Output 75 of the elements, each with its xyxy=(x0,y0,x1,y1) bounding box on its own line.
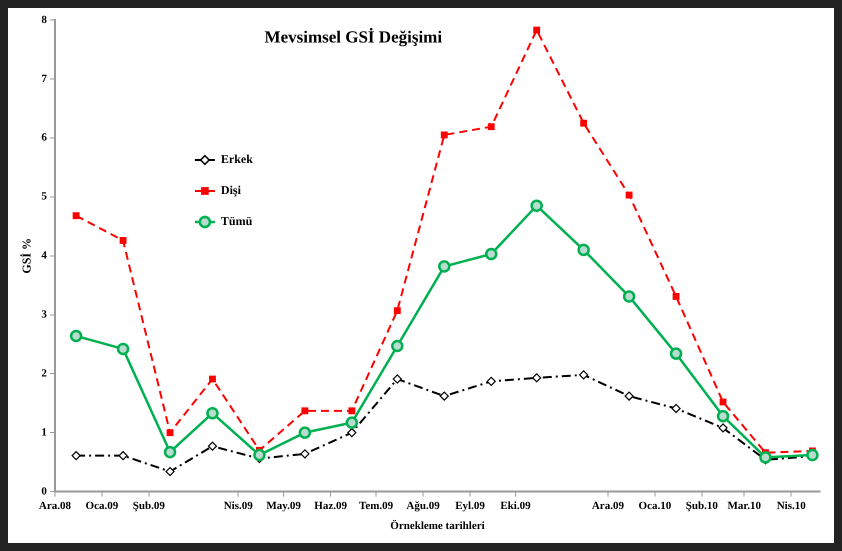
point xyxy=(72,212,80,220)
point xyxy=(438,260,451,273)
legend-label: Tümü xyxy=(220,214,253,228)
point xyxy=(672,293,680,300)
point xyxy=(70,330,82,342)
point xyxy=(300,449,310,458)
point xyxy=(391,340,404,352)
legend-label: Erkek xyxy=(220,152,254,166)
x-tick-label: Şub.10 xyxy=(686,500,718,512)
point xyxy=(346,416,358,429)
x-tick-label: May.09 xyxy=(266,500,302,512)
point xyxy=(118,451,128,460)
point xyxy=(484,248,498,260)
y-tick-label: 0 xyxy=(41,485,48,498)
x-tick-label: Tem.09 xyxy=(359,500,394,512)
x-tick-label: Oca.10 xyxy=(638,500,672,512)
point xyxy=(530,199,543,212)
point xyxy=(165,466,175,476)
point xyxy=(626,192,633,199)
point xyxy=(577,244,590,256)
point xyxy=(253,448,266,462)
x-tick-label: Ağu.09 xyxy=(406,500,440,512)
y-tick-label: 8 xyxy=(41,14,48,26)
point xyxy=(671,404,681,414)
point xyxy=(116,342,130,356)
x-tick-label: Haz.09 xyxy=(314,500,348,512)
chart-title: Mevsimsel GSİ Değişimi xyxy=(264,27,442,46)
point xyxy=(806,448,819,462)
y-tick-label: 5 xyxy=(41,190,48,203)
point xyxy=(164,446,176,458)
y-tick-label: 4 xyxy=(41,250,48,262)
point xyxy=(440,132,448,138)
x-tick-label: Eyl.09 xyxy=(455,500,486,512)
point xyxy=(120,237,127,244)
point xyxy=(348,407,356,414)
y-tick-label: 7 xyxy=(41,72,48,85)
x-tick-label: Ara.08 xyxy=(38,500,72,512)
point xyxy=(622,290,636,303)
y-tick-label: 6 xyxy=(41,132,48,144)
point xyxy=(440,392,449,401)
point xyxy=(298,426,312,439)
x-tick-label: Eki.09 xyxy=(500,500,532,512)
point xyxy=(301,407,308,414)
point xyxy=(208,442,218,451)
point xyxy=(72,451,81,460)
point xyxy=(486,376,496,386)
point xyxy=(580,120,588,127)
x-tick-label: Mar.10 xyxy=(727,500,762,512)
point xyxy=(670,347,682,360)
point xyxy=(206,406,219,420)
legend-label: Dişi xyxy=(220,183,242,198)
x-tick-label: Nis.10 xyxy=(776,500,806,512)
point xyxy=(209,376,216,382)
x-tick-label: Nis.09 xyxy=(224,500,254,512)
point xyxy=(716,410,730,422)
point xyxy=(533,26,540,34)
y-tick-label: 3 xyxy=(41,308,48,321)
point xyxy=(347,428,356,438)
point xyxy=(394,307,401,314)
y-tick-label: 2 xyxy=(41,368,48,380)
point xyxy=(624,392,634,401)
x-tick-label: Ara.09 xyxy=(592,500,624,512)
point xyxy=(392,374,402,384)
x-tick-label: Şub.09 xyxy=(132,500,166,512)
x-axis-title: Örnekleme tarihleri xyxy=(390,519,485,532)
point xyxy=(488,123,495,130)
point xyxy=(720,398,726,406)
point xyxy=(166,429,174,436)
point xyxy=(532,373,542,382)
x-tick-label: Oca.09 xyxy=(86,500,119,512)
point xyxy=(579,370,588,380)
point xyxy=(759,451,772,464)
point xyxy=(718,423,728,433)
y-tick-label: 1 xyxy=(41,426,47,438)
y-axis-title: GSİ % xyxy=(19,238,34,274)
